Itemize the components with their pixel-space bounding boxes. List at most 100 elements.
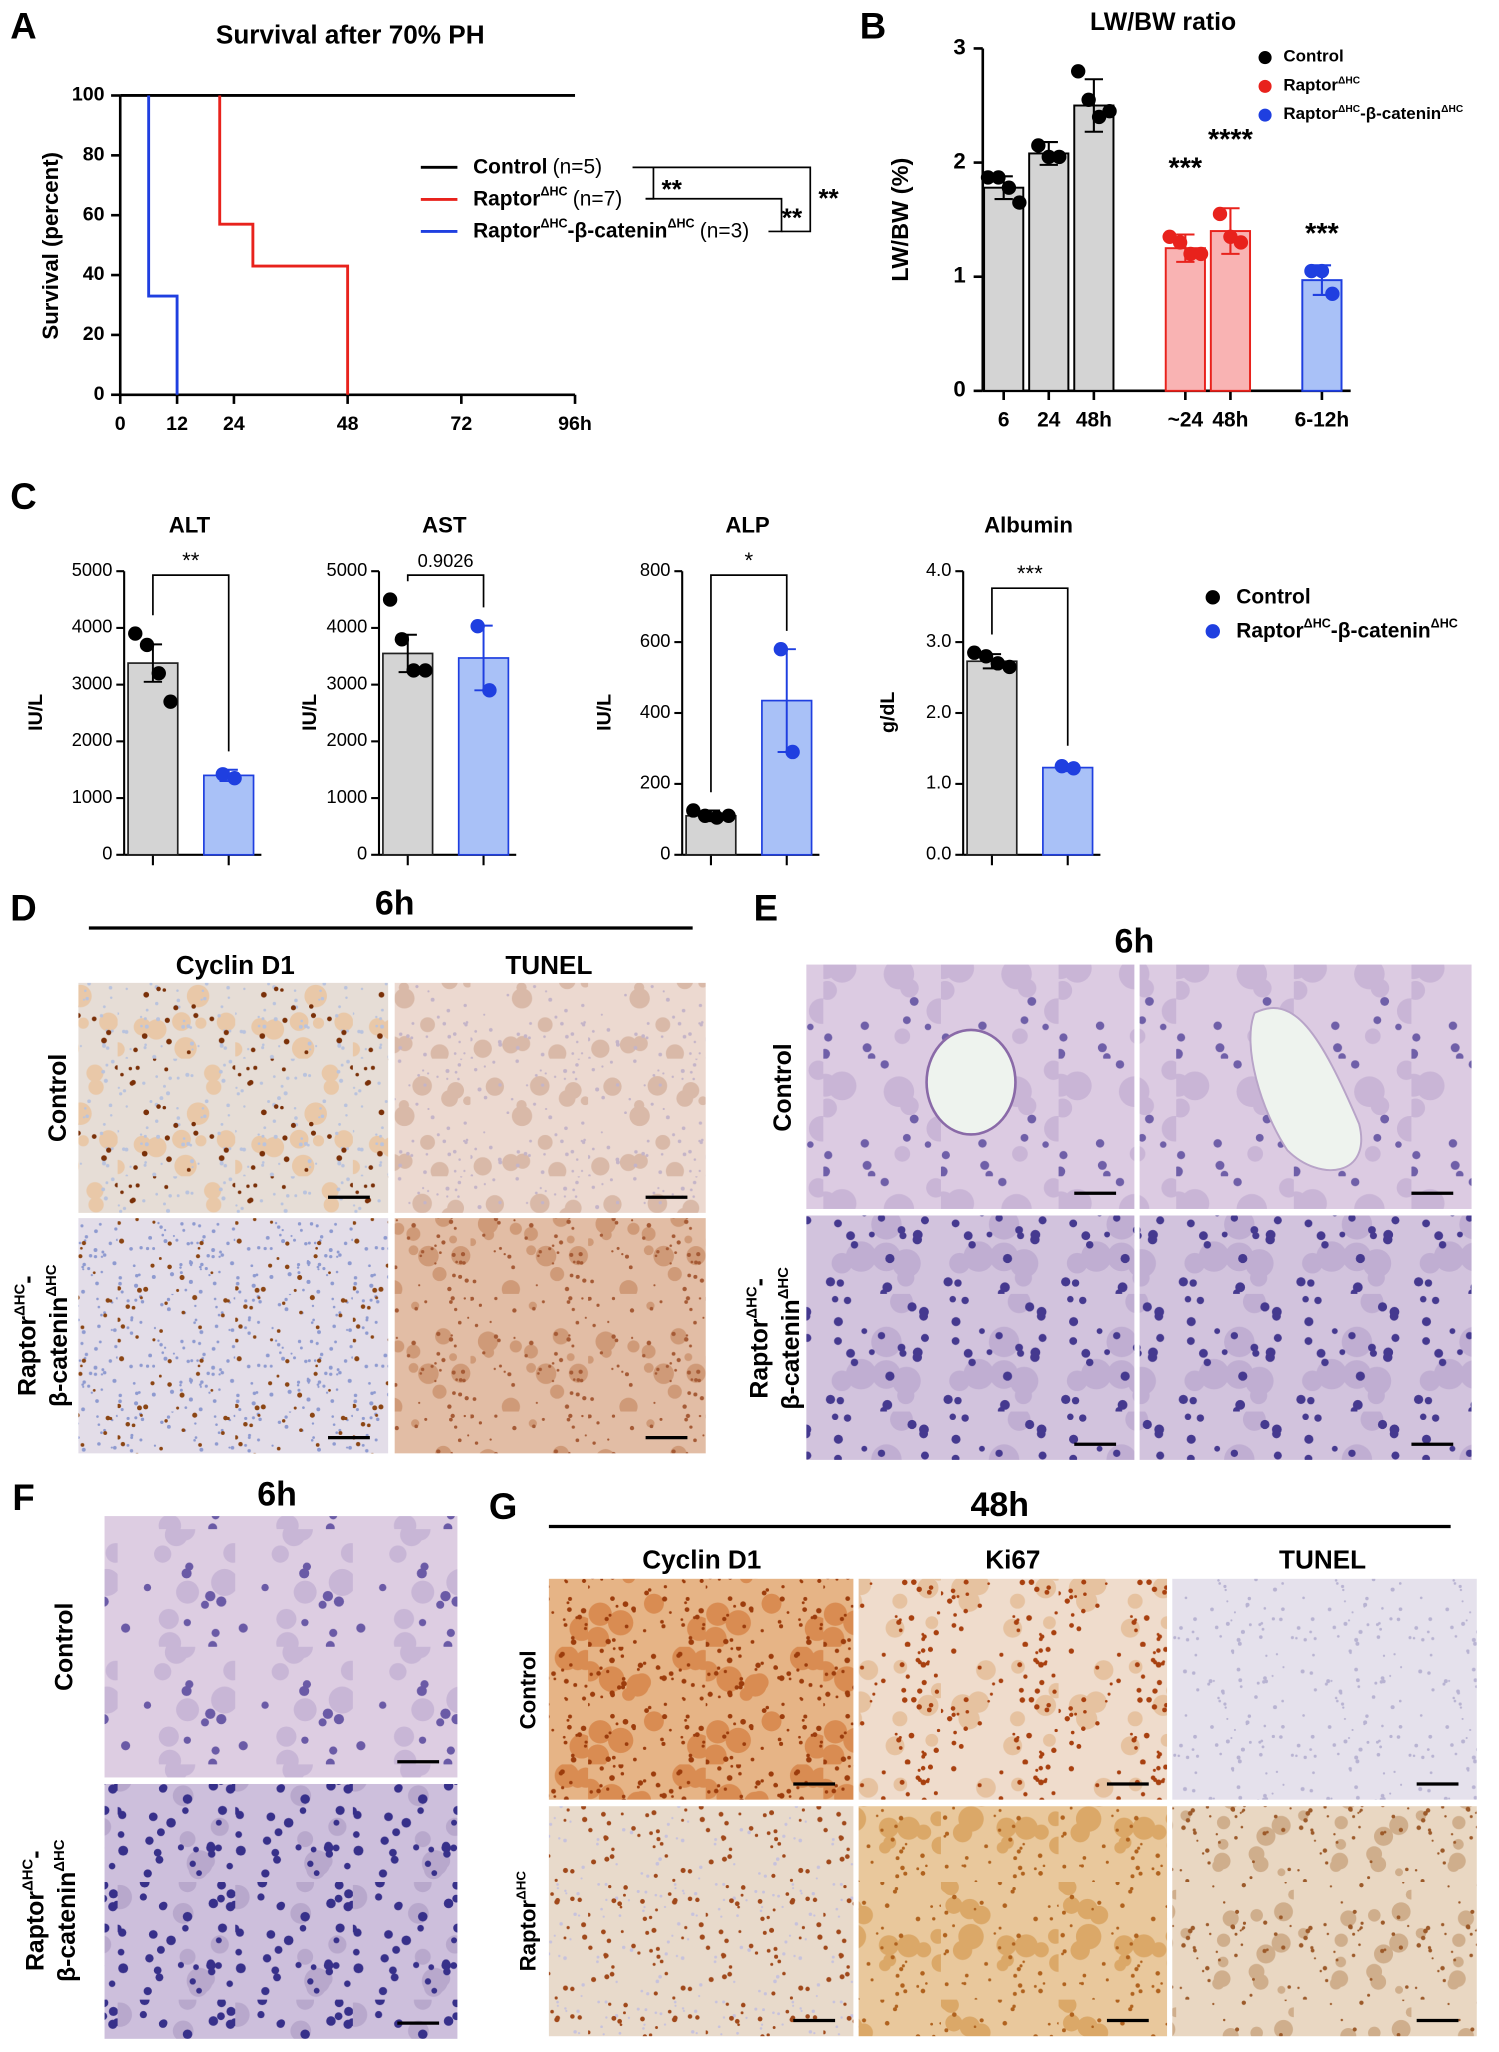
chart-title: ALT bbox=[169, 513, 211, 538]
histology-image bbox=[394, 1218, 706, 1454]
text-part: Control bbox=[473, 155, 547, 178]
legend-label: RaptorΔHC-β-cateninΔHC bbox=[1283, 104, 1463, 123]
x-tick-label: 6-12h bbox=[1295, 408, 1350, 431]
significance: *** bbox=[1169, 153, 1203, 185]
data-point bbox=[721, 808, 736, 823]
column-label: TUNEL bbox=[1279, 1545, 1366, 1575]
text-part: -β-catenin bbox=[568, 219, 668, 242]
text-part: Control bbox=[51, 1603, 78, 1691]
y-tick-label: 100 bbox=[72, 84, 105, 106]
data-point bbox=[227, 771, 242, 786]
data-point bbox=[1314, 263, 1330, 279]
y-tick-label: 4000 bbox=[72, 616, 113, 637]
text-part: ΔHC bbox=[13, 1284, 29, 1316]
bar bbox=[203, 774, 255, 856]
data-point bbox=[1001, 180, 1017, 195]
legend-label: Control bbox=[1283, 47, 1343, 66]
significance: ** bbox=[662, 174, 683, 204]
legend-swatch bbox=[1205, 624, 1220, 639]
text-part: Raptor bbox=[1283, 76, 1338, 95]
y-tick-label: 1.0 bbox=[926, 772, 951, 793]
row-label: Control bbox=[770, 1043, 797, 1131]
y-axis-label: g/dL bbox=[877, 692, 899, 733]
y-tick-label: 4.0 bbox=[926, 559, 951, 580]
data-point bbox=[394, 632, 410, 647]
y-tick-label: 1000 bbox=[327, 786, 368, 807]
y-tick-label: 2000 bbox=[72, 729, 113, 750]
row-label: Control bbox=[51, 1603, 78, 1691]
text-part: Control bbox=[1236, 585, 1310, 608]
data-point bbox=[773, 642, 789, 657]
y-tick-label: 5000 bbox=[327, 559, 368, 580]
legend-n: (n=3) bbox=[700, 219, 749, 242]
data-point bbox=[1212, 206, 1228, 222]
y-tick-label: 2 bbox=[953, 148, 965, 173]
y-tick-label: 20 bbox=[83, 323, 105, 345]
panel-letter: B bbox=[860, 6, 886, 47]
legend-swatch bbox=[1258, 108, 1272, 122]
y-tick-label: 0 bbox=[660, 843, 670, 864]
time-label: 6h bbox=[1115, 923, 1155, 961]
x-tick-label: 96h bbox=[558, 413, 592, 435]
text-part: -β-catenin bbox=[1360, 105, 1441, 124]
data-point bbox=[382, 592, 398, 607]
y-tick-label: 0 bbox=[953, 377, 965, 402]
chart-title: Albumin bbox=[984, 513, 1073, 538]
text-part: ΔHC bbox=[667, 217, 694, 231]
y-tick-label: 0 bbox=[357, 843, 367, 864]
text-part: Raptor bbox=[515, 1900, 540, 1972]
data-point bbox=[151, 666, 166, 681]
bar bbox=[1042, 766, 1094, 856]
panel-letter: C bbox=[10, 476, 36, 517]
significance: * bbox=[745, 548, 754, 573]
x-tick-label: 24 bbox=[1037, 408, 1061, 431]
row-label: RaptorΔHC- bbox=[745, 1278, 774, 1398]
histology-image bbox=[858, 1578, 1168, 1800]
legend-label: Control (n=5) bbox=[473, 155, 602, 178]
data-point bbox=[1081, 92, 1096, 107]
y-tick-label: 0.0 bbox=[926, 843, 951, 864]
row-label: β-cateninΔHC bbox=[52, 1839, 81, 1982]
text-part: Control bbox=[515, 1650, 540, 1729]
column-label: Ki67 bbox=[985, 1545, 1040, 1575]
y-tick-label: 600 bbox=[640, 630, 671, 651]
histology-image bbox=[548, 1806, 854, 2037]
data-point bbox=[697, 808, 713, 823]
text-part: β-catenin bbox=[46, 1297, 73, 1407]
y-tick-label: 1 bbox=[953, 263, 965, 288]
bar bbox=[382, 652, 434, 856]
time-label: 48h bbox=[970, 1486, 1029, 1524]
y-axis-label: IU/L bbox=[299, 694, 321, 731]
y-tick-label: 3000 bbox=[327, 672, 368, 693]
bar bbox=[966, 660, 1018, 856]
chart-title: ALP bbox=[725, 513, 770, 538]
data-point bbox=[482, 683, 497, 698]
data-point bbox=[990, 656, 1005, 671]
bracket bbox=[991, 587, 1069, 746]
y-tick-label: 200 bbox=[640, 772, 671, 793]
chart-title: LW/BW ratio bbox=[1090, 9, 1236, 36]
histology-image bbox=[1139, 1215, 1472, 1460]
bar bbox=[127, 662, 179, 856]
y-tick-label: 60 bbox=[83, 203, 105, 225]
text-part: Raptor bbox=[22, 1891, 49, 1971]
text-part: Raptor bbox=[746, 1318, 773, 1398]
bar bbox=[1073, 104, 1115, 392]
y-axis-label: IU/L bbox=[593, 694, 615, 731]
data-point bbox=[406, 663, 421, 678]
y-tick-label: 400 bbox=[640, 701, 671, 722]
histology-image bbox=[548, 1578, 854, 1800]
data-point bbox=[709, 810, 725, 825]
legend-label: RaptorΔHC (n=7) bbox=[473, 185, 622, 210]
text-part: - bbox=[746, 1278, 773, 1286]
time-label: 6h bbox=[375, 885, 415, 923]
data-point bbox=[139, 637, 155, 653]
text-part: Control bbox=[1283, 47, 1343, 66]
data-point bbox=[1193, 246, 1209, 262]
survival-line bbox=[218, 95, 350, 395]
vessel bbox=[925, 1028, 1017, 1136]
data-point bbox=[686, 803, 701, 818]
data-point bbox=[1325, 286, 1340, 302]
histology-image bbox=[78, 982, 389, 1213]
legend-n: (n=7) bbox=[573, 187, 622, 210]
